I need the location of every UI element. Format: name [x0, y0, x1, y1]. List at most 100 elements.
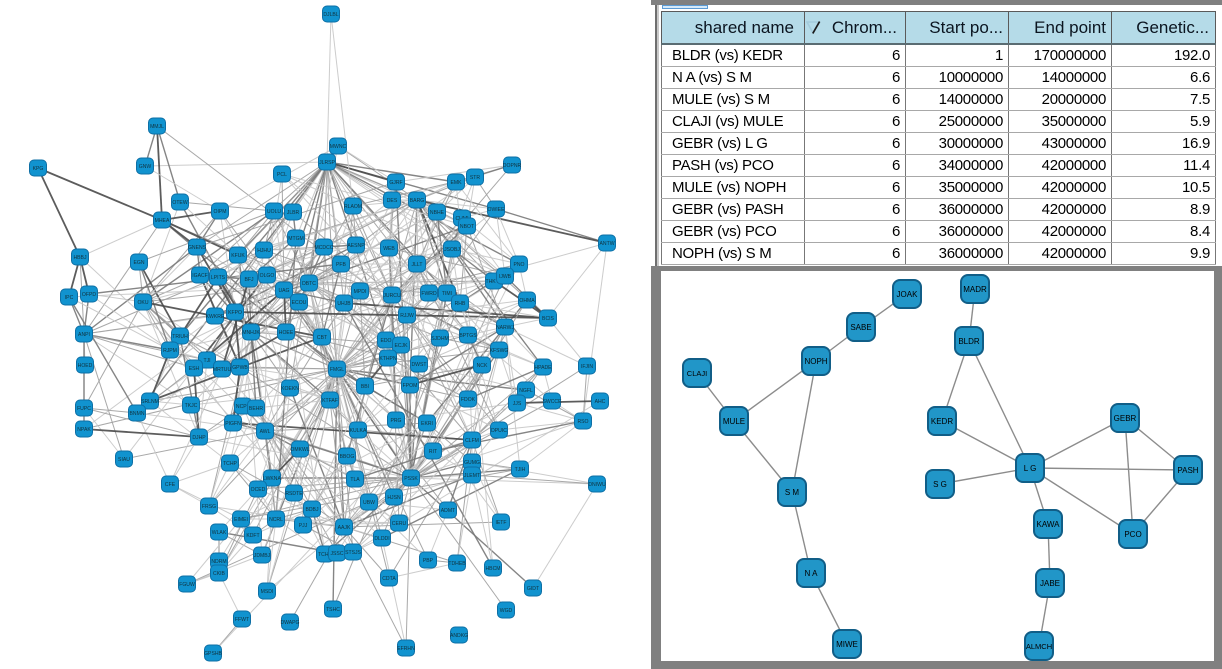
svg-text:MNHJK: MNHJK [242, 330, 260, 336]
svg-text:ANPI: ANPI [78, 332, 90, 338]
svg-text:PJJ: PJJ [299, 523, 308, 529]
svg-text:PCO: PCO [1124, 530, 1141, 539]
svg-text:MIWE: MIWE [836, 640, 858, 649]
svg-text:JLRSP: JLRSP [319, 160, 335, 166]
svg-text:FUPC: FUPC [77, 406, 91, 412]
svg-text:KWKRE: KWKRE [206, 314, 225, 320]
svg-text:RHB: RHB [455, 301, 466, 307]
svg-text:JURCU: JURCU [383, 293, 401, 299]
svg-text:UBW: UBW [363, 500, 375, 506]
svg-text:DOPNR: DOPNR [503, 163, 522, 169]
svg-text:DPUIC: DPUIC [491, 428, 507, 434]
svg-text:AAJK: AAJK [338, 525, 351, 531]
svg-text:BPTGS: BPTGS [459, 333, 477, 339]
svg-text:PCL: PCL [277, 172, 287, 178]
svg-text:KTHPN: KTHPN [379, 356, 397, 362]
svg-text:BCIS: BCIS [542, 316, 554, 322]
svg-text:CBT: CBT [317, 335, 327, 341]
svg-text:BBI: BBI [361, 384, 369, 390]
svg-text:FPOM: FPOM [403, 383, 418, 389]
svg-text:THKTH: THKTH [486, 279, 503, 285]
svg-text:TLA: TLA [350, 477, 360, 483]
svg-text:CFE: CFE [165, 482, 176, 488]
svg-text:HBBJ: HBBJ [73, 255, 86, 261]
svg-text:S M: S M [785, 488, 800, 497]
svg-text:CLFM: CLFM [465, 438, 479, 444]
svg-text:EFRHN: EFRHN [397, 646, 415, 652]
svg-text:ECJK: ECJK [394, 343, 408, 349]
svg-text:NBOT: NBOT [460, 224, 474, 230]
svg-text:OMKWL: OMKWL [290, 447, 309, 453]
svg-text:FWRD: FWRD [421, 291, 437, 297]
svg-text:HOEE: HOEE [279, 330, 294, 336]
svg-text:TJI: TJI [203, 358, 210, 364]
svg-text:TCHP: TCHP [223, 461, 237, 467]
svg-text:FMGL: FMGL [330, 367, 344, 373]
svg-text:UHJB: UHJB [337, 301, 351, 307]
svg-text:SRLNM: SRLNM [141, 399, 159, 405]
svg-text:LWKNA: LWKNA [263, 476, 281, 482]
svg-text:HJHU: HJHU [257, 248, 271, 254]
svg-text:OTEW: OTEW [172, 200, 187, 206]
svg-text:GEBR: GEBR [1114, 414, 1137, 423]
svg-text:BDBJ: BDBJ [305, 507, 318, 513]
svg-text:PRG: PRG [390, 418, 401, 424]
svg-text:SABE: SABE [850, 323, 871, 332]
svg-text:SJDHM: SJDHM [431, 336, 449, 342]
svg-text:SIAU: SIAU [118, 457, 130, 463]
svg-text:IPC: IPC [65, 295, 74, 301]
svg-text:HOED: HOED [78, 363, 93, 369]
svg-text:KDFT: KDFT [246, 533, 259, 539]
svg-text:EGN: EGN [133, 260, 144, 266]
svg-text:KOEKN: KOEKN [281, 386, 299, 392]
svg-text:BBOG: BBOG [340, 454, 355, 460]
svg-text:NGFL: NGFL [519, 388, 533, 394]
svg-text:TRIUH: TRIUH [172, 334, 188, 340]
svg-text:DJHP: DJHP [192, 435, 206, 441]
svg-text:OIPM: OIPM [213, 209, 226, 215]
svg-text:JSSC: JSSC [330, 551, 343, 557]
svg-text:DWST: DWST [412, 362, 427, 368]
svg-text:NCRL: NCRL [269, 517, 283, 523]
svg-text:JDMBJ: JDMBJ [254, 553, 271, 559]
svg-text:PFB: PFB [336, 262, 347, 268]
svg-text:KPG: KPG [33, 166, 44, 172]
svg-text:IJWB: IJWB [499, 274, 512, 280]
svg-text:JOAK: JOAK [897, 290, 919, 299]
svg-text:STSJS: STSJS [345, 550, 361, 556]
svg-text:FGUW: FGUW [179, 582, 195, 588]
svg-text:KFSWG: KFSWG [490, 348, 509, 354]
svg-text:OCED: OCED [251, 487, 266, 493]
svg-text:CLAJI: CLAJI [687, 369, 707, 378]
svg-text:CKIB: CKIB [213, 571, 225, 577]
svg-text:LPITS: LPITS [211, 275, 226, 281]
svg-text:MADR: MADR [963, 285, 987, 294]
svg-text:OWIEE: OWIEE [488, 207, 506, 213]
svg-text:AHC: AHC [595, 399, 606, 405]
svg-text:RJPM: RJPM [163, 348, 177, 354]
svg-text:IFJIN: IFJIN [581, 364, 593, 370]
svg-text:NARWJ: NARWJ [496, 325, 514, 331]
svg-text:NCK: NCK [477, 363, 488, 369]
svg-text:BLDR: BLDR [958, 337, 980, 346]
svg-text:MPDI: MPDI [354, 289, 367, 295]
svg-text:FFWT: FFWT [235, 617, 249, 623]
svg-text:OFPD: OFPD [82, 292, 96, 298]
svg-text:GUMG: GUMG [464, 460, 480, 466]
svg-text:DBTC: DBTC [302, 281, 316, 287]
svg-text:DNIWU: DNIWU [588, 482, 606, 488]
svg-text:MWNC: MWNC [330, 144, 347, 150]
svg-text:DWAPG: DWAPG [280, 620, 299, 626]
svg-text:ANDKG: ANDKG [450, 633, 468, 639]
svg-text:HPADE: HPADE [534, 365, 552, 371]
svg-text:ALMCH: ALMCH [1026, 642, 1052, 651]
svg-text:EMK: EMK [450, 180, 462, 186]
svg-text:JLBR: JLBR [287, 210, 300, 216]
svg-text:NBHE: NBHE [430, 210, 445, 216]
svg-text:MSDI: MSDI [261, 589, 274, 595]
svg-text:KTFAF: KTFAF [322, 398, 338, 404]
svg-text:HBCM: HBCM [486, 566, 501, 572]
svg-text:FDOK: FDOK [461, 397, 476, 403]
svg-text:OHMA: OHMA [519, 298, 535, 304]
svg-text:JLEMT: JLEMT [464, 473, 480, 479]
